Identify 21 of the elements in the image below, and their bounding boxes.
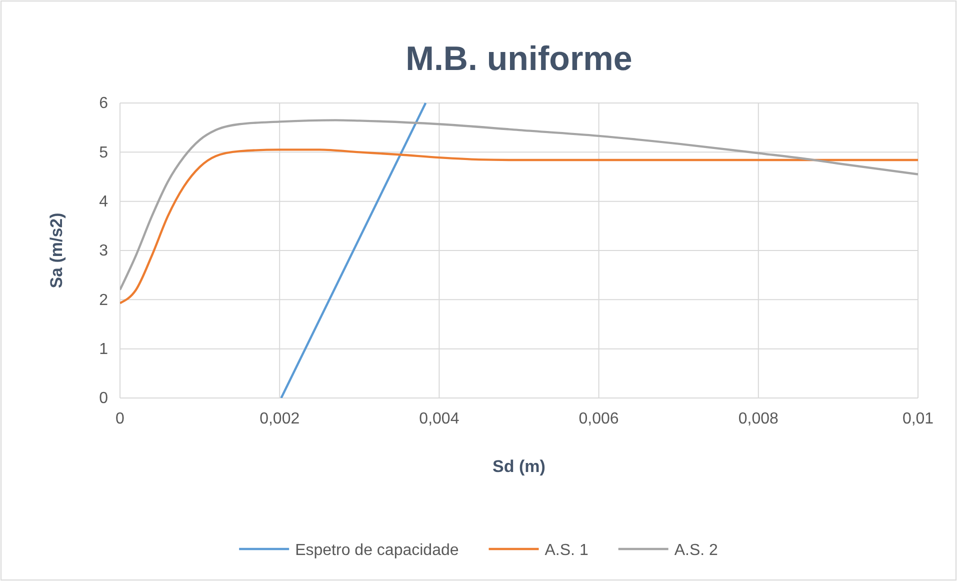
chart-title: M.B. uniforme bbox=[406, 40, 632, 78]
y-tick-label: 3 bbox=[99, 242, 108, 260]
line-series bbox=[120, 148, 918, 304]
x-tick-label: 0,008 bbox=[738, 410, 779, 428]
y-tick-label: 0 bbox=[99, 390, 108, 408]
x-tick-label: 0,006 bbox=[578, 410, 619, 428]
y-tick-label: 2 bbox=[99, 292, 108, 309]
x-axis-title: Sd (m) bbox=[492, 457, 546, 476]
x-tick-label: 0,01 bbox=[902, 410, 934, 428]
legend-label: Espetro de capacidade bbox=[295, 542, 459, 559]
x-tick-label: 0,002 bbox=[260, 410, 300, 428]
y-tick-label: 1 bbox=[99, 340, 108, 358]
y-axis-title: Sa (m/s2) bbox=[47, 212, 66, 288]
y-tick-label: 6 bbox=[99, 95, 108, 112]
x-tick-label: 0 bbox=[116, 410, 125, 428]
legend-label: A.S. 1 bbox=[544, 542, 588, 559]
legend-label: A.S. 2 bbox=[674, 542, 718, 559]
y-tick-label: 4 bbox=[99, 193, 108, 210]
line-series bbox=[120, 119, 918, 291]
y-tick-label: 5 bbox=[99, 144, 108, 162]
x-tick-label: 0,004 bbox=[419, 410, 460, 428]
